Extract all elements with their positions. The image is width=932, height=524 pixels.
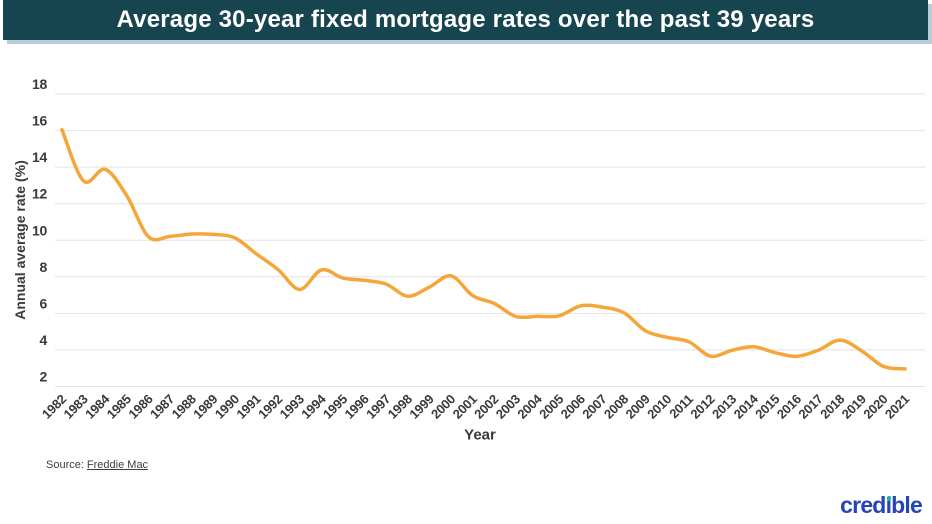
y-tick-label: 6: [40, 295, 48, 311]
y-tick-label: 4: [40, 332, 48, 348]
x-axis-tick-labels: 1982198319841985198619871988198919901991…: [39, 391, 912, 422]
logo-i-dot-icon: [886, 496, 892, 501]
chart-title-bar: Average 30-year fixed mortgage rates ove…: [3, 0, 928, 40]
y-tick-label: 8: [40, 259, 48, 275]
source-link[interactable]: Freddie Mac: [86, 459, 149, 471]
y-tick-label: 12: [32, 186, 47, 202]
y-axis-title: Annual average rate (%): [12, 160, 28, 320]
y-axis-tick-labels: 18 16 14 12 10 8 6 4 2: [32, 76, 48, 385]
logo-text-start: cred: [840, 492, 886, 518]
y-tick-label: 18: [32, 76, 47, 92]
credible-logo: credı ble: [840, 492, 923, 518]
logo-text-end: ble: [891, 492, 923, 518]
y-tick-label: 16: [32, 113, 47, 129]
chart-title: Average 30-year fixed mortgage rates ove…: [116, 6, 815, 33]
source-note: Source: Freddie Mac: [46, 459, 148, 471]
x-axis-title: Year: [464, 426, 496, 444]
logo-i-glyph: ı: [885, 492, 892, 518]
y-tick-label: 10: [32, 222, 47, 238]
y-tick-label: 2: [40, 369, 48, 385]
source-label: Source:: [46, 459, 84, 471]
mortgage-rate-line-series: [60, 128, 907, 371]
x-tick-label: 2021: [882, 391, 912, 421]
logo-letter-i: ı: [886, 494, 892, 517]
gridlines: [55, 93, 925, 387]
y-tick-label: 14: [32, 149, 47, 165]
